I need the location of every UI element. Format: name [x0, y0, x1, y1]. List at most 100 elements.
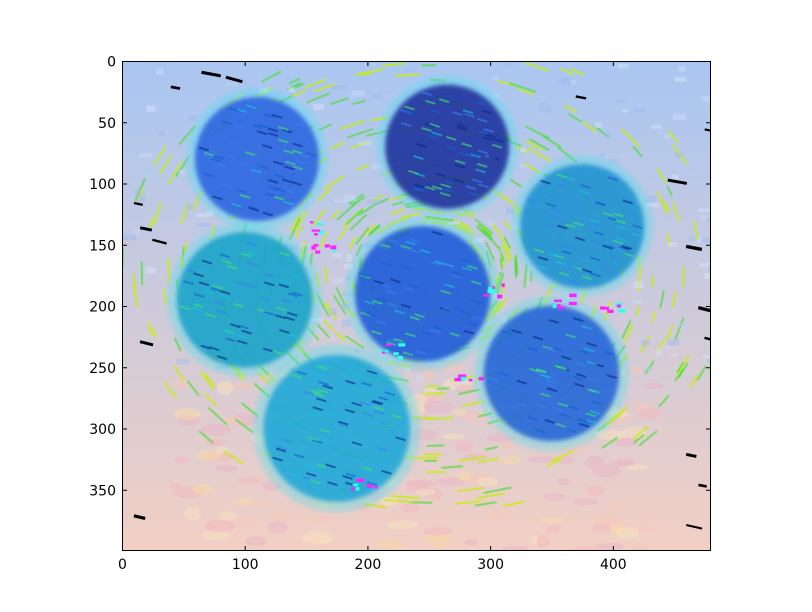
- cool-patch: [558, 77, 571, 85]
- blob-texture: [303, 463, 314, 469]
- accent-speck: [501, 283, 505, 288]
- blob-texture: [580, 183, 591, 189]
- blob-texture: [393, 337, 404, 343]
- cool-patch: [141, 345, 154, 349]
- warm-patch: [234, 518, 256, 526]
- blob-texture: [263, 281, 275, 287]
- texture-stroke: [152, 146, 167, 166]
- blob-texture: [454, 159, 466, 165]
- blob-texture: [401, 265, 413, 271]
- cool-patch: [622, 109, 629, 113]
- blob-top-left: [186, 88, 328, 230]
- warm-patch: [608, 460, 636, 467]
- blob-texture: [589, 218, 600, 224]
- blob-texture: [219, 290, 231, 295]
- cool-patch: [701, 95, 711, 102]
- texture-stroke: [352, 99, 366, 106]
- texture-stroke: [204, 373, 216, 387]
- blob-texture: [429, 134, 440, 140]
- warm-patch: [458, 412, 489, 422]
- blob-texture: [362, 411, 374, 417]
- cool-patch: [674, 76, 687, 82]
- cool-patch: [607, 158, 619, 164]
- blob-texture: [607, 176, 619, 182]
- blob-texture: [565, 333, 576, 339]
- black-speck: [170, 85, 181, 90]
- y-tick-label: 250: [89, 361, 116, 377]
- warm-patch: [384, 546, 405, 551]
- blob-texture: [445, 145, 456, 150]
- blob-texture: [472, 178, 483, 184]
- blob-texture: [198, 146, 210, 152]
- blob-texture: [421, 91, 432, 97]
- blob-texture: [377, 245, 389, 251]
- black-specks: [133, 70, 711, 530]
- texture-stroke: [474, 501, 497, 507]
- blob-texture: [548, 318, 559, 324]
- cool-patch: [633, 281, 644, 289]
- texture-stroke: [475, 226, 487, 236]
- blob-texture: [231, 202, 242, 208]
- blob-texture: [615, 236, 627, 242]
- blob-texture: [239, 193, 251, 199]
- blob-texture: [213, 284, 224, 290]
- blob-texture: [559, 413, 571, 419]
- cool-patch: [488, 220, 495, 226]
- texture-stroke: [173, 337, 182, 352]
- cool-patch: [539, 107, 553, 113]
- blob-texture: [555, 422, 566, 428]
- texture-stroke: [568, 113, 582, 123]
- blob-texture: [245, 104, 257, 110]
- texture-stroke: [369, 224, 381, 235]
- cool-patch: [708, 265, 711, 272]
- blob-texture: [274, 173, 285, 179]
- cool-patch: [341, 319, 351, 327]
- accent-speck: [355, 487, 360, 491]
- blob-texture: [465, 185, 477, 191]
- x-tick-label: 400: [600, 557, 627, 573]
- blob-texture: [584, 347, 595, 353]
- blob-layer: [167, 75, 654, 513]
- x-tick-label: 100: [232, 557, 259, 573]
- cool-patch: [663, 345, 671, 350]
- texture-stroke: [441, 465, 464, 469]
- cool-patch: [674, 152, 683, 158]
- texture-stroke: [650, 275, 655, 288]
- blob-texture: [424, 122, 436, 128]
- texture-stroke: [582, 121, 597, 133]
- blob-texture: [272, 456, 283, 462]
- blob-texture: [405, 240, 416, 246]
- blob-texture: [290, 273, 302, 279]
- warm-patch: [237, 476, 262, 484]
- texture-stroke: [564, 104, 577, 113]
- texture-stroke: [349, 214, 367, 231]
- warm-patch: [585, 485, 605, 497]
- cool-patch: [688, 236, 695, 242]
- cool-patch: [329, 307, 337, 315]
- blob-texture: [587, 377, 598, 383]
- accent-speck: [316, 222, 324, 226]
- blob-texture: [431, 131, 443, 137]
- blob-texture: [415, 349, 427, 355]
- cool-patch: [492, 76, 500, 80]
- accent-speck: [607, 309, 614, 313]
- texture-stroke: [305, 78, 327, 88]
- blob-texture: [485, 133, 496, 139]
- blob-texture: [540, 392, 551, 398]
- texture-stroke: [198, 430, 214, 444]
- blob-texture: [371, 330, 382, 336]
- blob-texture: [292, 164, 303, 170]
- blob-texture: [236, 108, 247, 114]
- cool-patch: [504, 63, 512, 67]
- blob-texture: [429, 328, 440, 334]
- cool-patch: [333, 199, 347, 203]
- blob-texture: [463, 329, 475, 335]
- warm-patch: [615, 527, 640, 540]
- blob-texture: [574, 382, 585, 388]
- blob-texture: [286, 311, 298, 317]
- blob-texture: [438, 98, 450, 104]
- blob-texture: [585, 419, 597, 425]
- blob-texture: [469, 152, 480, 157]
- blob-texture: [534, 428, 545, 434]
- texture-stroke: [656, 168, 667, 184]
